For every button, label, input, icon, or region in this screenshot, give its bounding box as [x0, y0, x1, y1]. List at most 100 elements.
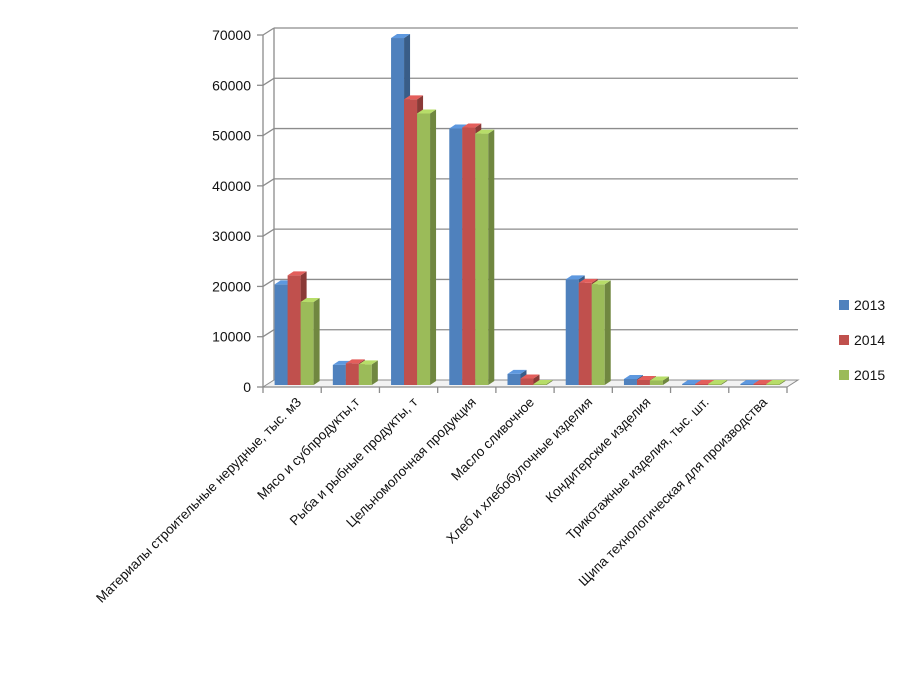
bar	[300, 298, 320, 385]
bar-top	[507, 369, 527, 374]
gridline-side	[262, 178, 275, 187]
y-tick-label: 40000	[212, 178, 251, 194]
bar-top	[565, 275, 585, 280]
legend-label: 2014	[854, 332, 885, 348]
bar	[533, 379, 553, 385]
legend-item: 2015	[839, 367, 885, 383]
x-category-label: Кондитерские изделия	[543, 395, 654, 506]
bar-top	[345, 359, 365, 364]
bar-side	[533, 374, 540, 385]
gridline-side	[262, 329, 275, 338]
bar-side	[604, 280, 611, 385]
y-tick-label: 60000	[212, 77, 251, 93]
bar-top	[578, 278, 598, 283]
bar-side	[313, 298, 320, 385]
bar-front	[345, 363, 359, 385]
bar-top	[404, 95, 424, 100]
x-category-label: Материалы строительные нерудные, тыс. м3	[93, 395, 304, 606]
legend-swatch	[839, 370, 849, 380]
bar-top	[682, 380, 702, 384]
bar-side	[662, 376, 669, 385]
bar-front	[391, 38, 405, 386]
bar	[766, 380, 786, 385]
bar-front	[520, 378, 534, 385]
x-category-labels: Материалы строительные нерудные, тыс. м3…	[93, 394, 770, 605]
bar-top	[391, 34, 411, 39]
bar-front	[404, 99, 418, 386]
bar-front	[695, 384, 709, 385]
bar-front	[591, 284, 605, 385]
axes	[257, 28, 788, 393]
gridline-side	[262, 228, 275, 237]
y-tick-label: 0	[243, 379, 251, 395]
bar-front	[708, 384, 722, 385]
bar-top	[740, 380, 760, 384]
bar-top	[695, 380, 715, 384]
bar-front	[766, 384, 780, 385]
bar	[591, 280, 611, 385]
legend-item: 2013	[839, 297, 885, 313]
bar-front	[475, 133, 489, 385]
gridline-side	[262, 128, 275, 137]
bar-front	[417, 113, 431, 385]
bar-top	[766, 380, 786, 384]
bar-side	[488, 129, 495, 385]
bar	[520, 374, 540, 385]
bar-front	[507, 373, 521, 385]
x-category-label: Мясо и субпродукты,т	[254, 395, 362, 503]
legend-swatch	[839, 300, 849, 310]
bar-side	[546, 379, 553, 385]
bar-top	[623, 374, 643, 379]
back-wall	[274, 28, 798, 380]
gridline-side	[262, 278, 275, 287]
y-tick-label: 30000	[212, 228, 251, 244]
chart-walls	[261, 28, 800, 388]
bar-top	[708, 380, 728, 384]
bar-side	[721, 380, 728, 385]
bar-top	[591, 280, 611, 285]
bar	[358, 360, 378, 385]
y-tick-label: 70000	[212, 27, 251, 43]
bar-top	[475, 129, 495, 134]
bar-top	[287, 271, 307, 276]
bar-front	[332, 364, 346, 385]
y-tick-label: 10000	[212, 329, 251, 345]
y-tick-label: 50000	[212, 128, 251, 144]
bar-front	[682, 384, 696, 385]
bar-front	[287, 275, 301, 385]
bar	[708, 380, 728, 385]
bar-front	[740, 384, 754, 385]
bar	[649, 376, 669, 385]
bar-front	[462, 127, 476, 385]
bar-top	[533, 379, 553, 384]
legend-swatch	[839, 335, 849, 345]
bar-top	[649, 376, 669, 381]
y-tick-labels: 0 10000 20000 30000 40000 50000 60000 70000	[212, 27, 251, 395]
bar-front	[565, 279, 579, 385]
bar-front	[578, 282, 592, 385]
bar-top	[358, 360, 378, 365]
bar-front	[274, 284, 288, 385]
legend: 2013 2014 2015	[839, 297, 885, 383]
bar-top	[753, 380, 773, 384]
bar-front	[636, 379, 650, 385]
bar-front	[533, 383, 547, 385]
bar-top	[417, 109, 437, 114]
bar-front	[753, 384, 767, 385]
bar-top	[636, 375, 656, 380]
bar-side	[430, 109, 437, 385]
gridline-side	[262, 77, 275, 86]
bar-top	[520, 374, 540, 379]
gridlines	[262, 27, 798, 338]
bar	[417, 109, 437, 385]
bar-front	[623, 378, 637, 385]
legend-label: 2015	[854, 367, 885, 383]
bar-top	[300, 298, 320, 303]
bar-front	[358, 364, 372, 385]
bar-front	[649, 380, 663, 385]
bar-top	[462, 123, 482, 128]
bar-front	[300, 302, 314, 385]
bar-front	[449, 128, 463, 386]
bar-side	[779, 380, 786, 385]
